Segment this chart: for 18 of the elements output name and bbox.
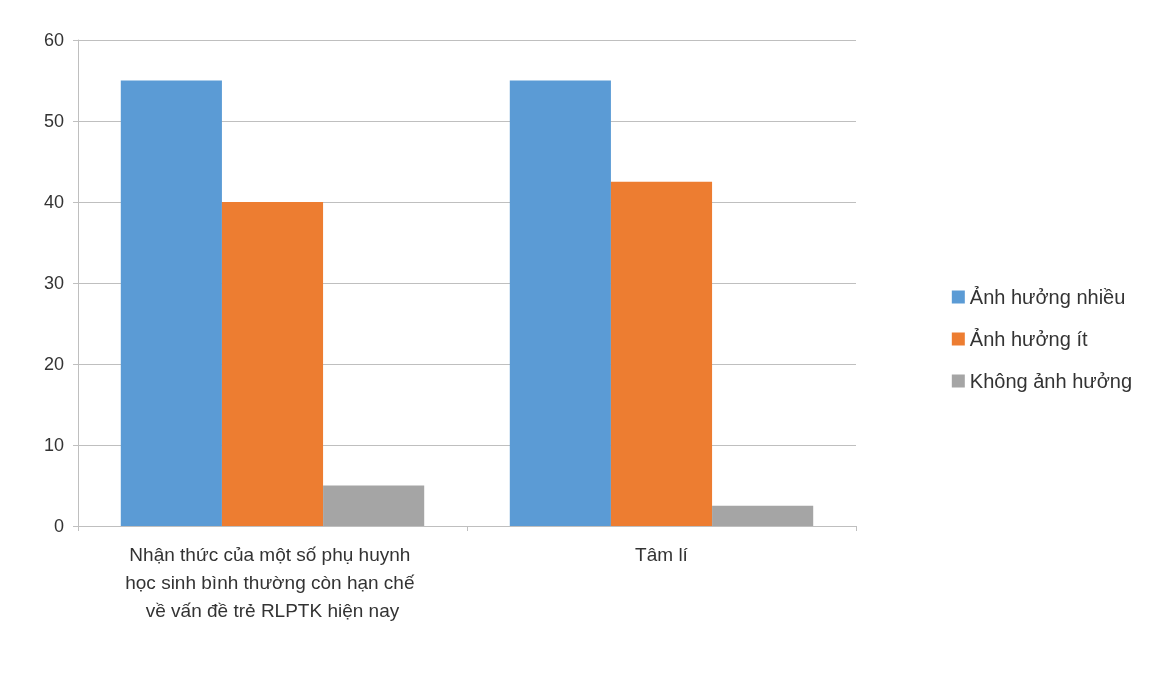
y-tick-label: 50 [43, 111, 64, 131]
y-tick-label: 60 [43, 30, 64, 50]
bar [323, 485, 425, 526]
bar [221, 202, 324, 526]
y-tick-label: 40 [43, 192, 64, 212]
y-tick-label: 0 [53, 516, 64, 536]
y-tick-label: 20 [43, 354, 64, 374]
y-tick-label: 30 [43, 273, 64, 293]
legend-label: Ảnh hưởng ít [969, 328, 1088, 350]
x-tick-label: Nhận thức của một số phụ huynh học sinh bình thường còn hạn chế về vấn đề trẻ RLPTK hiện nay [125, 543, 420, 621]
bar [509, 80, 611, 526]
bar [712, 505, 814, 526]
bar [610, 181, 713, 526]
legend-label: Không ảnh hưởng [969, 370, 1132, 392]
y-tick-label: 10 [43, 435, 64, 455]
bar [120, 80, 222, 526]
legend-label: Ảnh hưởng nhiều [969, 286, 1126, 308]
x-tick-label: Tâm lí [635, 543, 689, 565]
